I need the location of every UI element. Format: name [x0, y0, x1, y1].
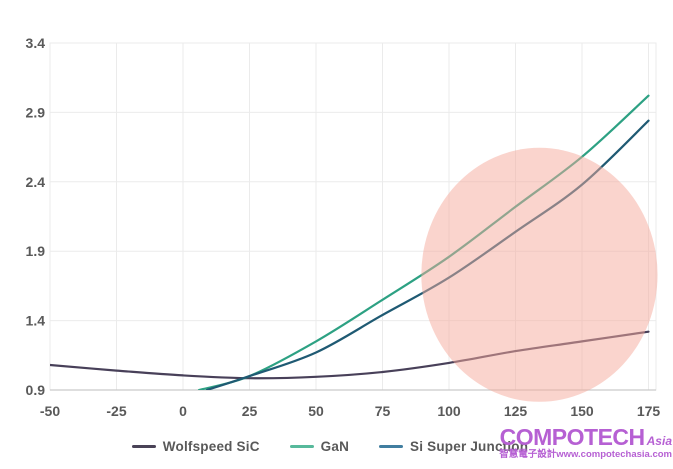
- y-tick-label: 2.4: [26, 174, 46, 190]
- legend-item-si-super-junction: Si Super Junction: [379, 439, 528, 454]
- legend-label-wolfspeed-sic: Wolfspeed SiC: [162, 439, 260, 454]
- watermark-brand-suffix: Asia: [646, 434, 672, 448]
- x-tick-label: 0: [179, 403, 187, 419]
- x-tick-label: -50: [40, 403, 60, 419]
- si-super-junction-line-swatch: [379, 445, 404, 448]
- legend-item-gan: GaN: [289, 439, 350, 454]
- y-axis-tick-labels: 0.9 1.4 1.9 2.4 2.9 3.4: [26, 35, 46, 398]
- compotech-watermark: COMPOTECH Asia 智慧電子設計www.compotechasia.c…: [499, 426, 672, 460]
- chart-legend: Wolfspeed SiC GaN Si Super Junction: [0, 439, 660, 454]
- x-tick-label: 25: [242, 403, 258, 419]
- y-tick-label: 1.4: [26, 313, 46, 329]
- x-tick-label: 125: [504, 403, 528, 419]
- y-tick-label: 0.9: [26, 382, 46, 398]
- x-tick-label: 100: [437, 403, 461, 419]
- legend-label-gan: GaN: [320, 439, 350, 454]
- watermark-brand-text: COMPOTECH: [499, 424, 646, 450]
- x-tick-label: 150: [570, 403, 594, 419]
- gan-line-swatch: [289, 445, 314, 448]
- wolfspeed-sic-line-swatch: [131, 445, 156, 448]
- y-tick-label: 3.4: [26, 35, 46, 51]
- watermark-tagline: 智慧電子設計www.compotechasia.com: [499, 449, 672, 460]
- legend-label-si-super-junction: Si Super Junction: [410, 439, 529, 454]
- legend-item-wolfspeed-sic: Wolfspeed SiC: [131, 439, 260, 454]
- y-tick-label: 1.9: [26, 243, 46, 259]
- highlight-annotation-layer: [421, 147, 658, 402]
- x-tick-label: 50: [308, 403, 324, 419]
- x-tick-label: 75: [375, 403, 391, 419]
- x-tick-label: 175: [637, 403, 661, 419]
- highlight-ellipse: [421, 147, 658, 402]
- x-tick-label: -25: [106, 403, 126, 419]
- x-axis-tick-labels: -50 -25 0 25 50 75 100 125 150 175: [40, 403, 661, 419]
- y-tick-label: 2.9: [26, 104, 46, 120]
- watermark-brand-row: COMPOTECH Asia: [499, 426, 672, 449]
